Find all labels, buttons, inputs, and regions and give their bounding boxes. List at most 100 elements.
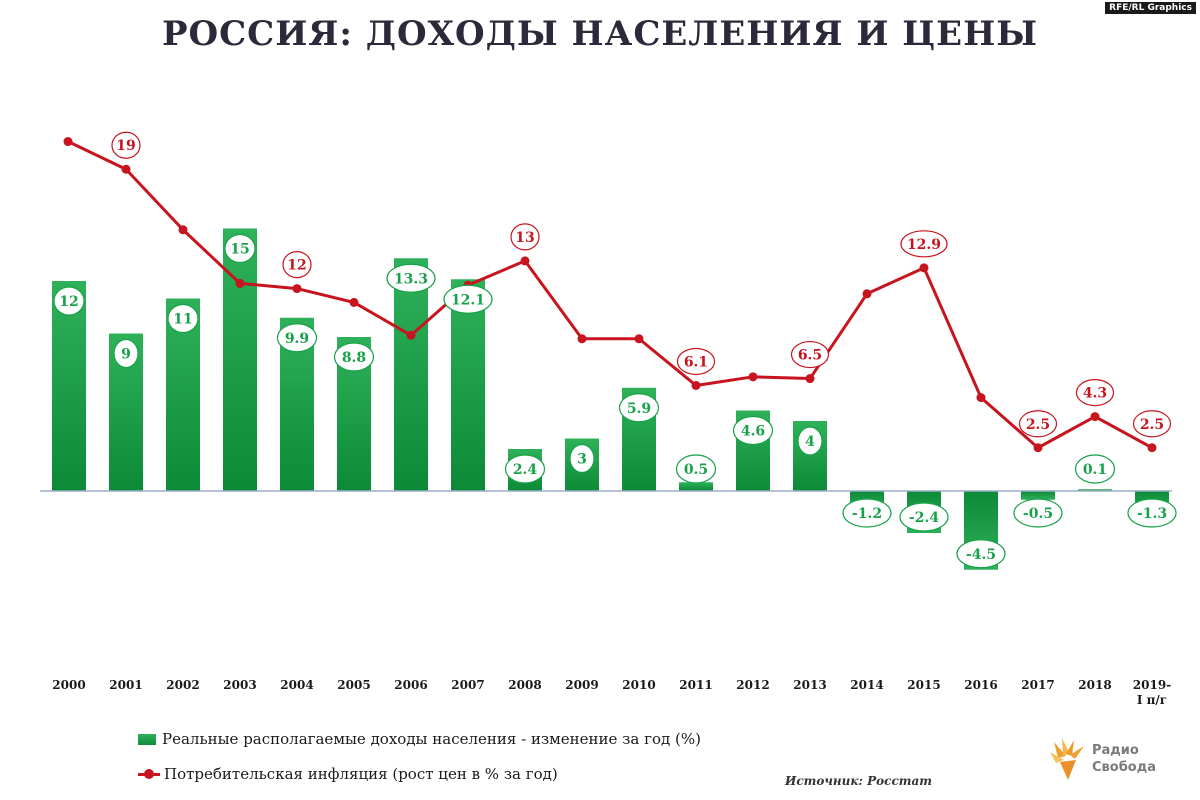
income-value-label: 12 [53, 286, 85, 316]
inflation-value-label: 6.5 [790, 340, 830, 369]
inflation-value-label: 2.5 [1018, 410, 1058, 438]
x-tick-label: 2018 [1078, 678, 1111, 692]
x-tick-label: 2001 [109, 678, 142, 692]
income-bar [52, 281, 86, 491]
income-value-label: 3 [569, 443, 595, 474]
income-value-label: 15 [224, 233, 256, 264]
svg-text:4.3: 4.3 [1083, 386, 1107, 402]
income-value-label: 8.8 [333, 342, 375, 372]
logo-line-2: Свобода [1092, 760, 1156, 775]
svg-text:8.8: 8.8 [342, 350, 366, 366]
svg-text:5.9: 5.9 [627, 401, 651, 417]
inflation-value-label: 12.9 [900, 230, 948, 258]
credit-badge: RFE/RL Graphics [1105, 2, 1196, 14]
x-tick-label: 2000 [52, 678, 85, 692]
legend-line-swatch [138, 768, 160, 780]
income-value-label: 0.1 [1074, 454, 1116, 484]
legend-bar-swatch [138, 733, 156, 745]
income-value-label: -4.5 [956, 539, 1006, 569]
income-value-label: -1.3 [1127, 498, 1177, 528]
x-tick-label: 2006 [394, 678, 427, 692]
income-value-label: -1.2 [842, 498, 892, 528]
inflation-point [235, 278, 245, 288]
income-bar [223, 228, 257, 491]
x-tick-label: 2003 [223, 678, 256, 692]
legend-bar: Реальные располагаемые доходы населения … [138, 730, 701, 748]
income-value-label: 2.4 [504, 454, 546, 484]
income-bar [1078, 489, 1112, 491]
svg-text:2.5: 2.5 [1026, 417, 1050, 433]
svg-text:11: 11 [173, 312, 192, 328]
inflation-point [1147, 443, 1157, 453]
inflation-point [121, 164, 131, 174]
svg-text:-4.5: -4.5 [966, 547, 996, 563]
svg-text:6.5: 6.5 [798, 348, 822, 364]
inflation-point [862, 289, 872, 299]
x-tick-label: 2012 [736, 678, 769, 692]
svg-text:13: 13 [515, 230, 534, 246]
inflation-point [292, 284, 302, 294]
x-tick-label: 2005 [337, 678, 370, 692]
x-tick-label: 2016 [964, 678, 997, 692]
x-tick-label: 2011 [679, 678, 712, 692]
income-value-label: 13.3 [386, 263, 436, 293]
inflation-point [63, 137, 73, 147]
svg-text:12: 12 [59, 294, 78, 310]
svg-text:12: 12 [287, 258, 306, 274]
x-tick-label: 2002 [166, 678, 199, 692]
inflation-point [406, 330, 416, 340]
svg-text:0.1: 0.1 [1083, 462, 1107, 478]
inflation-value-label: 13 [510, 223, 540, 251]
inflation-value-label: 2.5 [1132, 410, 1172, 438]
income-value-label: 4 [797, 426, 823, 456]
svg-text:4.6: 4.6 [741, 424, 765, 440]
svg-text:0.5: 0.5 [684, 462, 708, 478]
income-value-label: 5.9 [618, 393, 660, 423]
legend-bar-label: Реальные располагаемые доходы населения … [162, 730, 701, 748]
x-tick-label: 2009 [565, 678, 598, 692]
svg-text:-0.5: -0.5 [1023, 506, 1053, 522]
inflation-point [919, 263, 929, 273]
inflation-value-label: 4.3 [1075, 379, 1115, 407]
inflation-point [577, 334, 587, 344]
x-tick-label: 2019-I п/г [1133, 678, 1171, 707]
x-tick-label: 2014 [850, 678, 883, 692]
inflation-point [976, 393, 986, 403]
x-tick-label: 2004 [280, 678, 313, 692]
legend-line: Потребительская инфляция (рост цен в % з… [138, 765, 558, 783]
torch-icon [1050, 738, 1084, 780]
inflation-value-label: 6.1 [676, 347, 716, 376]
svg-text:9: 9 [121, 347, 131, 363]
inflation-point [520, 256, 530, 266]
inflation-point [178, 225, 188, 235]
inflation-point [805, 374, 815, 384]
income-value-label: 9 [113, 338, 139, 369]
inflation-value-label: 12 [282, 250, 312, 279]
income-bar [451, 279, 485, 491]
income-bar [1021, 491, 1055, 500]
income-value-label: 11 [167, 303, 199, 334]
x-tick-label: 2010 [622, 678, 655, 692]
svg-text:4: 4 [805, 434, 815, 450]
income-value-label: 12.1 [443, 284, 493, 314]
logo-line-1: Радио [1092, 743, 1139, 758]
svg-text:12.1: 12.1 [451, 292, 485, 308]
chart-title: РОССИЯ: ДОХОДЫ НАСЕЛЕНИЯ И ЦЕНЫ [161, 14, 1039, 54]
inflation-point [691, 380, 701, 390]
x-tick-label: 2007 [451, 678, 484, 692]
svg-text:9.9: 9.9 [285, 331, 309, 347]
legend-line-label: Потребительская инфляция (рост цен в % з… [164, 765, 558, 783]
inflation-point [1033, 443, 1043, 453]
svg-text:13.3: 13.3 [394, 271, 428, 287]
radio-svoboda-logo: Радио Свобода [1048, 736, 1168, 782]
svg-text:6.1: 6.1 [684, 354, 708, 370]
x-tick-label: 2008 [508, 678, 541, 692]
source-note: Источник: Росстат [785, 774, 932, 788]
inflation-point [349, 297, 359, 307]
svg-text:-2.4: -2.4 [909, 510, 939, 526]
svg-text:2.5: 2.5 [1140, 417, 1164, 433]
x-tick-label: 2013 [793, 678, 826, 692]
inflation-line [67, 140, 1153, 450]
inflation-point [634, 334, 644, 344]
